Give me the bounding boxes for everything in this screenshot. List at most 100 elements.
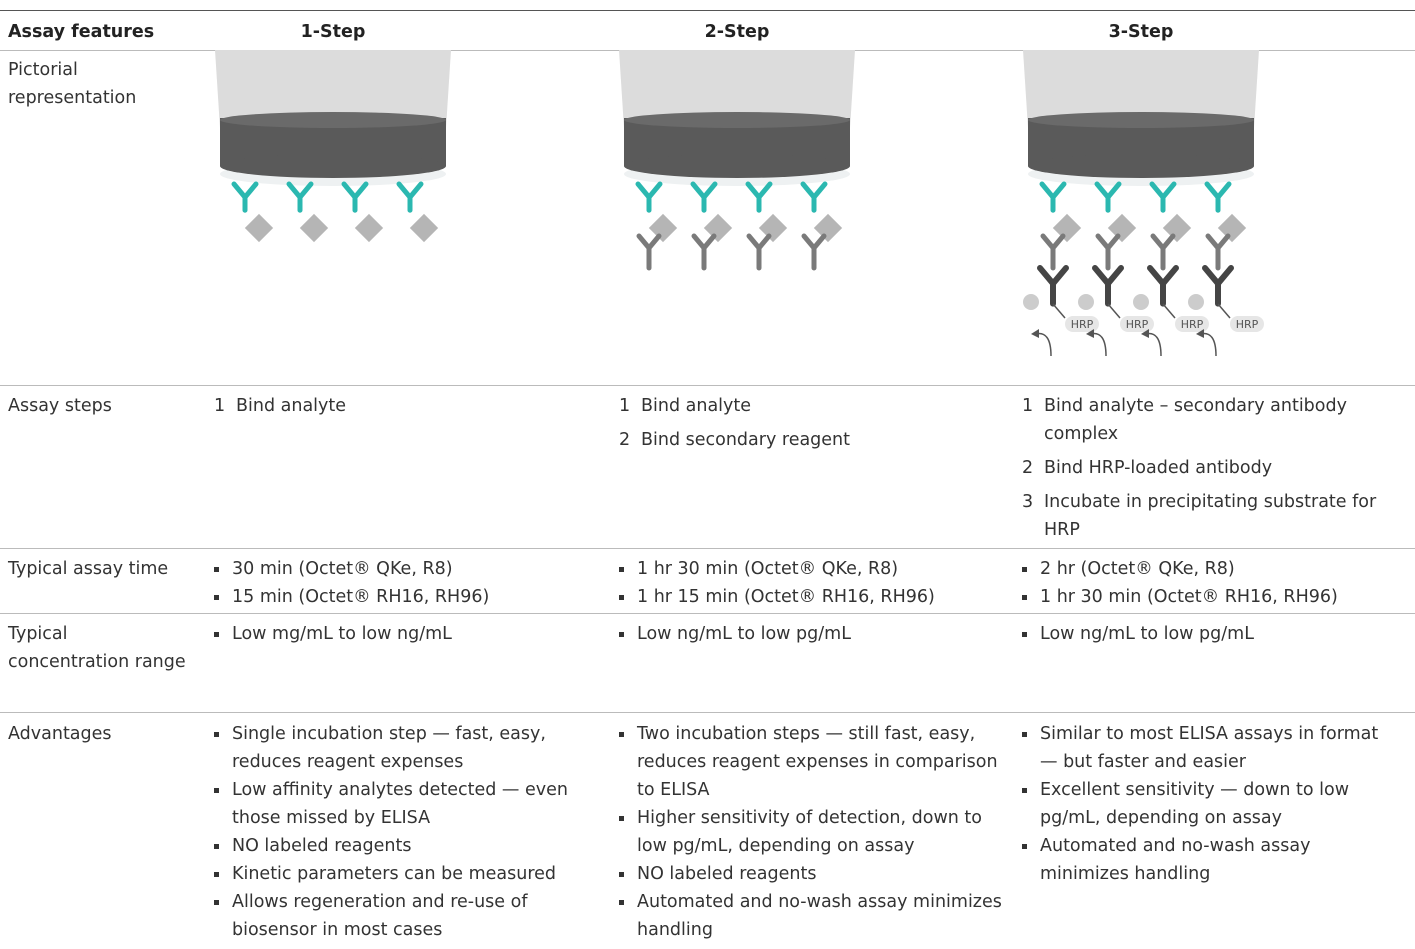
cell: 1 Bind analyte 2 Bind secondary reagent [617, 392, 1007, 460]
step-number: 2 [619, 430, 631, 450]
figure-shape [220, 112, 446, 128]
figure-shape [1092, 265, 1124, 307]
step-item: 1 Bind analyte – secondary antibody compl… [1020, 392, 1400, 448]
step-number: 1 [1022, 396, 1034, 416]
cell: 2 hr (Octet® QKe, R8) 1 hr 30 min (Octet®… [1020, 555, 1400, 611]
figure-shape [1023, 294, 1039, 310]
figure-shape [1188, 294, 1204, 310]
bullet-item: Kinetic parameters can be measured [212, 860, 602, 888]
bullet-item: 1 hr 30 min (Octet® RH16, RH96) [1020, 583, 1400, 611]
figure-shape [1230, 316, 1264, 332]
figure-shape [231, 181, 259, 213]
row-rule [0, 385, 1415, 386]
bullet-item: Low ng/mL to low pg/mL [1020, 620, 1400, 648]
bullet-item: Low affinity analytes detected — even th… [212, 776, 602, 832]
figure-shape [703, 213, 733, 243]
figure-shape [746, 233, 772, 271]
figure-shape [813, 213, 843, 243]
row-label: Typical assay time [8, 559, 169, 579]
step-item: 2 Bind secondary reagent [617, 426, 1007, 454]
bullet-item: NO labeled reagents [617, 860, 1007, 888]
figure-shape [1028, 112, 1254, 128]
figure-shape [1037, 265, 1069, 307]
figure-shape [1078, 294, 1094, 310]
figure-shape [800, 181, 828, 213]
step-number: 3 [1022, 492, 1034, 512]
row-label: Assay steps [8, 396, 112, 416]
figure-shape [1217, 303, 1231, 319]
figure-shape [1028, 154, 1254, 178]
row-label: Typical concentration range [8, 624, 186, 672]
figure-shape [624, 112, 850, 128]
figure-shape [691, 233, 717, 271]
figure-shape [1162, 303, 1176, 319]
cell: Single incubation step — fast, easy, red… [212, 720, 602, 944]
bullet-item: NO labeled reagents [212, 832, 602, 860]
figure-shape [244, 213, 274, 243]
figure-shape [648, 213, 678, 243]
figure-shape [1205, 233, 1231, 271]
figure-shape [1039, 181, 1067, 213]
figure-shape [801, 233, 827, 271]
step-text: Bind secondary reagent [641, 430, 851, 450]
cell: Low ng/mL to low pg/mL [617, 620, 1007, 648]
row-rule [0, 712, 1415, 713]
figure-shape [1107, 303, 1121, 319]
cell: 1 Bind analyte – secondary antibody compl… [1020, 392, 1400, 550]
cell: 1 Bind analyte [212, 392, 602, 426]
figure-shape [636, 233, 662, 271]
bullet-item: Similar to most ELISA assays in format —… [1020, 720, 1400, 776]
figure-shape [635, 181, 663, 213]
figure-shape [1175, 316, 1209, 332]
step-number: 1 [619, 396, 631, 416]
step-item: 1 Bind analyte [212, 392, 602, 420]
bullet-item: 1 hr 15 min (Octet® RH16, RH96) [617, 583, 1007, 611]
cell: Similar to most ELISA assays in format —… [1020, 720, 1400, 888]
step-item: 1 Bind analyte [617, 392, 1007, 420]
figure-shape [1086, 329, 1094, 338]
figure-shape [624, 154, 850, 178]
figure-shape [341, 181, 369, 213]
step-text: Incubate in precipitating substrate for … [1044, 492, 1377, 540]
step-number: 2 [1022, 458, 1034, 478]
figure-shape [1040, 233, 1066, 271]
step-item: 3 Incubate in precipitating substrate for… [1020, 488, 1400, 544]
bullet-item: 30 min (Octet® QKe, R8) [212, 555, 602, 583]
cell: Low mg/mL to low ng/mL [212, 620, 602, 648]
cell: 30 min (Octet® QKe, R8) 15 min (Octet® RH… [212, 555, 602, 611]
figure-shape [215, 50, 451, 128]
column-header: 2-Step [704, 22, 770, 42]
figure-shape [690, 181, 718, 213]
bullet-item: Automated and no-wash assay minimizes ha… [617, 888, 1007, 944]
step-item: 2 Bind HRP-loaded antibody [1020, 454, 1400, 482]
figure-shape [1023, 50, 1259, 128]
row-label: Advantages [8, 724, 112, 744]
figure-shape [1052, 303, 1066, 319]
figure-shape [1120, 316, 1154, 332]
hrp-label: HRP [1236, 318, 1259, 331]
bullet-item: 15 min (Octet® RH16, RH96) [212, 583, 602, 611]
figure-shape [286, 181, 314, 213]
figure-shape [1162, 213, 1192, 243]
figure-shape [1217, 213, 1247, 243]
figure-shape [396, 181, 424, 213]
cell: Low ng/mL to low pg/mL [1020, 620, 1400, 648]
figure-shape [1196, 329, 1204, 338]
figure-shape [1141, 329, 1149, 338]
figure-shape [1031, 329, 1039, 338]
hrp-label: HRP [1071, 318, 1094, 331]
bullet-item: Single incubation step — fast, easy, red… [212, 720, 602, 776]
figure-shape [619, 50, 855, 128]
bullet-item: Excellent sensitivity — down to low pg/m… [1020, 776, 1400, 832]
bullet-item: Low ng/mL to low pg/mL [617, 620, 1007, 648]
figure-shape [409, 213, 439, 243]
figure-shape [1107, 213, 1137, 243]
bullet-item: 1 hr 30 min (Octet® QKe, R8) [617, 555, 1007, 583]
figure-shape [1149, 181, 1177, 213]
step-text: Bind analyte – secondary antibody comple… [1044, 396, 1347, 444]
figure-shape [758, 213, 788, 243]
figure-shape [220, 154, 446, 178]
bullet-item: 2 hr (Octet® QKe, R8) [1020, 555, 1400, 583]
column-header: 3-Step [1108, 22, 1174, 42]
figure-shape [354, 213, 384, 243]
